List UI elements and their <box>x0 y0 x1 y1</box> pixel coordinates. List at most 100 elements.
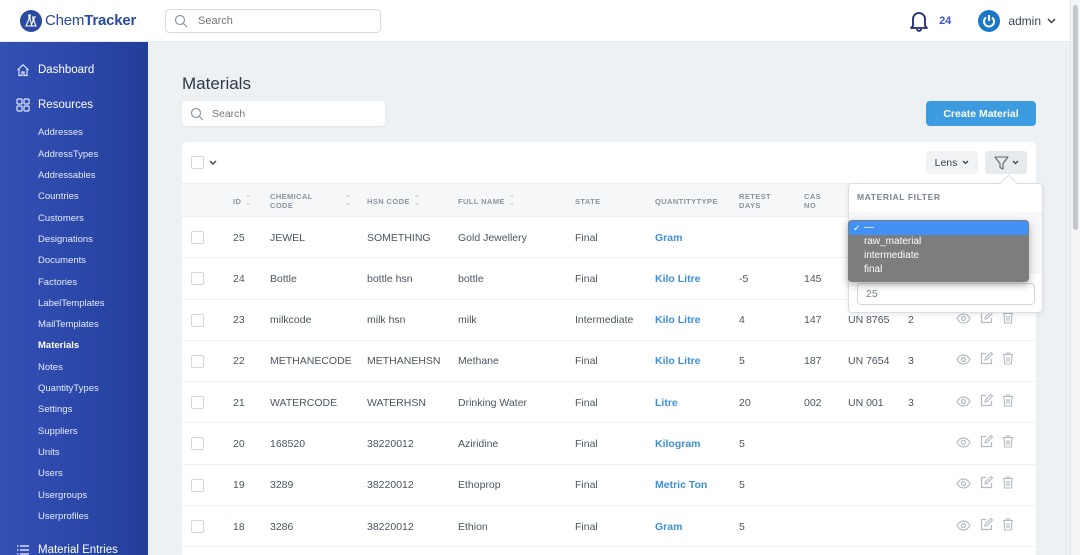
delete-trash-icon[interactable] <box>1002 476 1014 494</box>
sidebar-item-usergroups[interactable]: Usergroups <box>38 490 88 501</box>
cell-chemical-code: milkcode <box>270 314 312 327</box>
cell-quantity-type[interactable]: Kilo Litre <box>655 355 701 368</box>
select-option-raw-material[interactable]: raw_material <box>864 236 922 247</box>
cell-retest-days: -5 <box>739 272 749 285</box>
edit-pencil-icon[interactable] <box>980 476 994 494</box>
user-menu[interactable]: admin <box>1008 14 1041 28</box>
select-all-checkbox[interactable] <box>191 156 204 169</box>
cell-id: 22 <box>233 355 245 368</box>
view-eye-icon[interactable] <box>956 352 971 370</box>
sidebar-item-customers[interactable]: Customers <box>38 213 84 224</box>
delete-trash-icon[interactable] <box>1002 394 1014 412</box>
cell-quantity-type[interactable]: Gram <box>655 231 683 244</box>
user-avatar[interactable] <box>978 10 1001 32</box>
state-select-options[interactable]: ✓ — raw_material intermediate final <box>848 220 1029 282</box>
cell-quantity-type[interactable]: Litre <box>655 396 678 409</box>
row-checkbox[interactable] <box>191 520 204 534</box>
edit-pencil-icon[interactable] <box>980 434 994 453</box>
table-row[interactable]: 24 Bottle bottle hsn bottle Final Kilo Litre -… <box>182 258 1036 300</box>
cell-cas-no: 147 <box>804 314 822 327</box>
table-row[interactable]: 22 METHANECODE METHANEHSN Methane Final Kilo … <box>182 341 1036 383</box>
cell-state: Final <box>575 355 598 368</box>
sidebar-item-countries[interactable]: Countries <box>38 191 79 202</box>
column-header-full-name[interactable]: FULL NAME ⌃ ⌄ <box>458 195 516 207</box>
scrollbar-thumb[interactable] <box>1073 5 1078 230</box>
cell-quantity-type[interactable]: Kilo Litre <box>655 314 701 327</box>
view-eye-icon[interactable] <box>956 435 971 453</box>
sidebar-item-labeltemplates[interactable]: LabelTemplates <box>38 298 105 309</box>
column-header-hsn-code[interactable]: HSN CODE ⌃ ⌄ <box>367 195 421 207</box>
view-eye-icon[interactable] <box>956 476 971 494</box>
cell-id: 25 <box>233 231 245 244</box>
row-checkbox[interactable] <box>191 313 204 327</box>
sidebar-item-dashboard[interactable]: Dashboard <box>16 60 94 80</box>
cell-quantity-type[interactable]: Metric Ton <box>655 479 708 492</box>
sidebar-item-materials[interactable]: Materials <box>38 340 80 351</box>
view-eye-icon[interactable] <box>956 311 971 329</box>
global-search-input[interactable] <box>198 14 368 27</box>
cell-quantity-type[interactable]: Gram <box>655 520 683 533</box>
sidebar-item-documents[interactable]: Documents <box>38 255 87 266</box>
select-option-final[interactable]: final <box>864 264 883 275</box>
sidebar-item-material-entries[interactable]: Material Entries <box>16 540 118 555</box>
sidebar-item-addresses[interactable]: Addresses <box>38 127 83 138</box>
view-eye-icon[interactable] <box>956 394 971 412</box>
sidebar-item-units[interactable]: Units <box>38 447 60 458</box>
cell-quantity-type[interactable]: Kilo Litre <box>655 272 701 285</box>
delete-trash-icon[interactable] <box>1002 352 1014 370</box>
row-checkbox[interactable] <box>191 437 204 451</box>
app-logo[interactable]: ChemTracker <box>20 9 165 32</box>
sidebar-item-addressables[interactable]: Addressables <box>38 170 96 181</box>
sidebar-item-quantitytypes[interactable]: QuantityTypes <box>38 383 99 394</box>
column-header-chemical-code[interactable]: CHEMICAL CODE ⌃ ⌄ <box>270 192 352 210</box>
column-header-id[interactable]: ID ⌃ ⌄ <box>233 195 252 207</box>
edit-pencil-icon[interactable] <box>980 310 994 329</box>
sidebar-item-settings[interactable]: Settings <box>38 404 73 415</box>
row-checkbox[interactable] <box>191 231 204 244</box>
cell-quantity-type[interactable]: Kilogram <box>655 437 701 450</box>
filter-dropdown-button[interactable] <box>985 151 1027 174</box>
delete-trash-icon[interactable] <box>1002 311 1014 329</box>
materials-search-input[interactable] <box>212 107 372 120</box>
page-scrollbar[interactable] <box>1070 0 1080 555</box>
table-row[interactable]: 19 3289 38220012 Ethoprop Final Metric Ton 5 <box>182 465 1036 507</box>
select-option-intermediate[interactable]: intermediate <box>864 250 920 261</box>
view-eye-icon[interactable] <box>956 518 971 536</box>
cell-retest-days: 5 <box>739 437 745 450</box>
create-material-button[interactable]: Create Material <box>926 101 1036 126</box>
row-checkbox[interactable] <box>191 354 204 368</box>
sidebar-item-suppliers[interactable]: Suppliers <box>38 426 78 437</box>
cell-id: 18 <box>233 520 245 533</box>
sidebar-item-addresstypes[interactable]: AddressTypes <box>38 149 99 160</box>
table-row[interactable]: 25 JEWEL SOMETHING Gold Jewellery Final Gram <box>182 217 1036 259</box>
filter-value-input[interactable]: 25 <box>857 283 1035 305</box>
chevron-down-icon <box>962 160 969 165</box>
delete-trash-icon[interactable] <box>1002 518 1014 536</box>
global-search[interactable] <box>165 8 381 33</box>
materials-search[interactable] <box>182 101 385 126</box>
row-checkbox[interactable] <box>191 396 204 410</box>
notifications-button[interactable] <box>909 10 929 32</box>
sidebar-item-factories[interactable]: Factories <box>38 277 78 288</box>
row-actions <box>956 506 1014 547</box>
lens-dropdown[interactable]: Lens <box>926 151 978 174</box>
delete-trash-icon[interactable] <box>1002 435 1014 453</box>
table-row[interactable]: 21 WATERCODE WATERHSN Drinking Water Final Li… <box>182 382 1036 424</box>
sidebar-item-userprofiles[interactable]: Userprofiles <box>38 511 89 522</box>
sidebar-item-users[interactable]: Users <box>38 468 63 479</box>
flask-logo-icon <box>20 9 42 32</box>
edit-pencil-icon[interactable] <box>980 517 994 536</box>
table-row[interactable]: 20 168520 38220012 Aziridine Final Kilogram 5 <box>182 423 1036 465</box>
table-row[interactable]: 18 3286 38220012 Ethion Final Gram 5 <box>182 506 1036 548</box>
select-option-empty[interactable]: ✓ — <box>849 221 1028 235</box>
table-row[interactable]: 23 milkcode milk hsn milk Intermediate Kilo L… <box>182 300 1036 341</box>
row-checkbox[interactable] <box>191 478 204 492</box>
select-all-dropdown[interactable] <box>191 156 217 169</box>
row-checkbox[interactable] <box>191 272 204 286</box>
sidebar-item-mailtemplates[interactable]: MailTemplates <box>38 319 99 330</box>
sidebar-item-designations[interactable]: Designations <box>38 234 93 245</box>
edit-pencil-icon[interactable] <box>980 393 994 412</box>
sidebar-item-resources[interactable]: Resources <box>16 95 93 115</box>
sidebar-item-notes[interactable]: Notes <box>38 362 63 373</box>
edit-pencil-icon[interactable] <box>980 352 994 370</box>
